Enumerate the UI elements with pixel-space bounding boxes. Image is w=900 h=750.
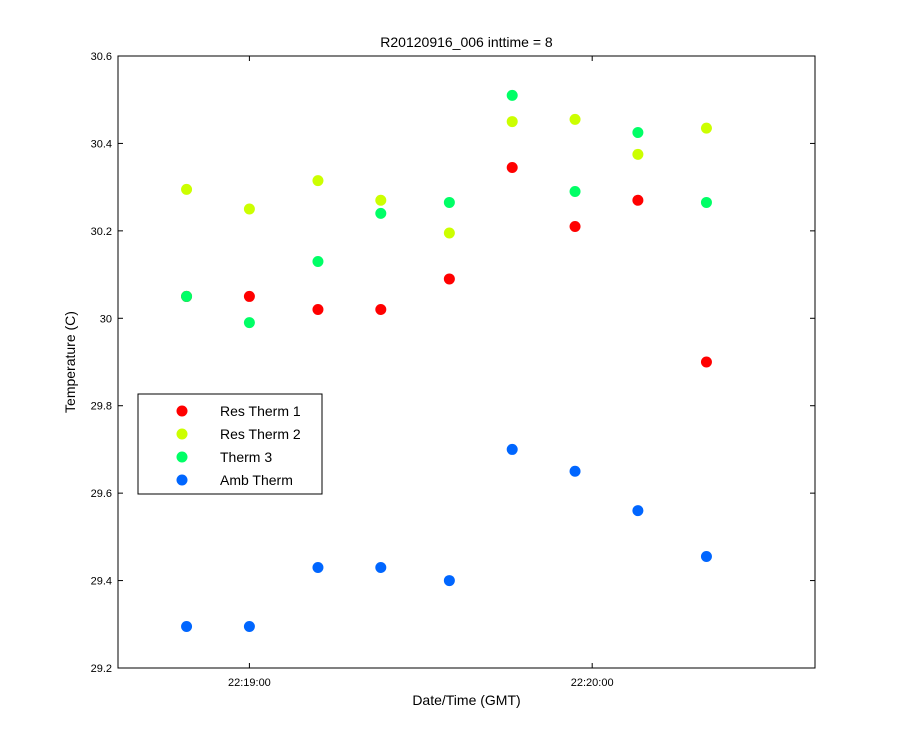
y-axis: 29.2 29.4 29.6 29.8 30 30.2 30.4 30.6 [91, 51, 815, 675]
data-point-res-therm-1 [569, 220, 581, 232]
data-point-res-therm-1 [443, 273, 455, 285]
legend-marker [176, 428, 188, 440]
data-point-res-therm-2 [569, 113, 581, 125]
x-axis-label: Date/Time (GMT) [412, 692, 520, 708]
data-point-res-therm-2 [375, 194, 387, 206]
data-point-res-therm-1 [700, 356, 712, 368]
legend-marker [176, 451, 188, 463]
legend-marker [176, 474, 188, 486]
legend-label: Res Therm 1 [220, 403, 301, 419]
data-point-res-therm-1 [506, 161, 518, 173]
data-point-res-therm-2 [506, 116, 518, 128]
data-point-res-therm-2 [312, 175, 324, 187]
data-point-therm-3 [181, 290, 193, 302]
data-point-therm-3 [243, 317, 255, 329]
legend-box [137, 393, 323, 495]
data-point-therm-3 [569, 186, 581, 198]
plot-area [117, 55, 816, 669]
data-point-amb-therm [569, 465, 581, 477]
x-axis: 22:19:00 22:20:00 [228, 56, 614, 689]
legend: Res Therm 1 Res Therm 2 Therm 3 Amb Therm [137, 393, 323, 495]
data-point-amb-therm [443, 575, 455, 587]
data-point-res-therm-1 [312, 304, 324, 316]
data-point-amb-therm [243, 620, 255, 632]
data-point-res-therm-2 [243, 203, 255, 215]
data-point-res-therm-2 [632, 148, 644, 160]
data-point-amb-therm [632, 505, 644, 517]
y-tick-label: 29.4 [91, 576, 112, 588]
data-point-res-therm-2 [443, 227, 455, 239]
chart-title: R20120916_006 inttime = 8 [380, 34, 553, 50]
data-point-amb-therm [700, 551, 712, 563]
legend-marker [176, 405, 188, 417]
data-point-amb-therm [375, 561, 387, 573]
data-point-therm-3 [632, 127, 644, 138]
data-point-res-therm-1 [375, 304, 387, 316]
y-tick-label: 29.8 [91, 401, 112, 413]
data-point-therm-3 [700, 196, 712, 208]
x-tick-label: 22:19:00 [228, 677, 271, 689]
data-point-res-therm-1 [243, 290, 255, 302]
data-point-amb-therm [181, 620, 193, 632]
y-tick-label: 30 [100, 313, 112, 325]
legend-label: Res Therm 2 [220, 426, 301, 442]
x-tick-label: 22:20:00 [571, 677, 614, 689]
legend-label: Amb Therm [220, 472, 293, 488]
data-point-res-therm-1 [632, 194, 644, 206]
y-tick-label: 30.2 [91, 226, 112, 238]
legend-label: Therm 3 [220, 449, 272, 465]
data-point-therm-3 [443, 196, 455, 208]
data-point-therm-3 [506, 89, 518, 101]
y-tick-label: 30.6 [91, 51, 112, 63]
y-axis-label: Temperature (C) [62, 311, 78, 413]
data-point-therm-3 [375, 207, 387, 219]
data-point-amb-therm [312, 561, 324, 573]
y-tick-label: 29.6 [91, 488, 112, 500]
data-point-therm-3 [312, 255, 324, 267]
data-point-res-therm-2 [181, 183, 193, 195]
y-tick-label: 30.4 [91, 138, 112, 150]
data-point-res-therm-2 [700, 122, 712, 134]
data-points [181, 89, 712, 632]
y-tick-label: 29.2 [91, 663, 112, 675]
data-point-amb-therm [506, 443, 518, 455]
